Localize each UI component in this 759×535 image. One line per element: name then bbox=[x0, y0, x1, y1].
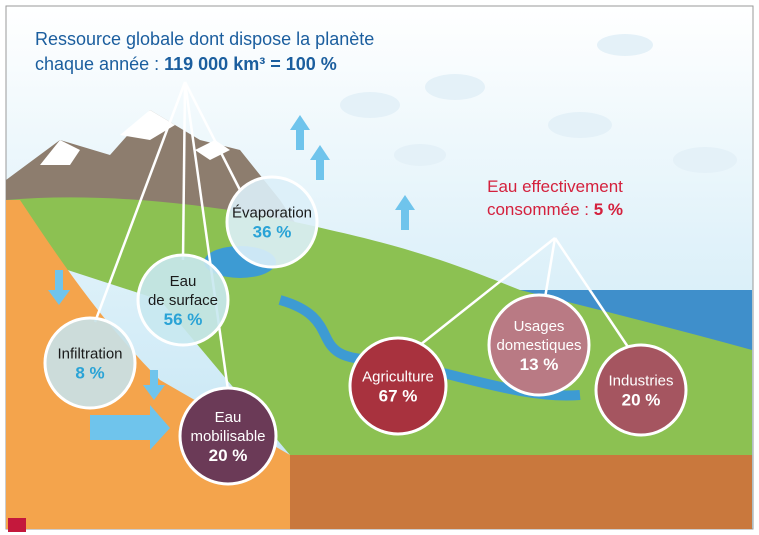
consumption-prefix: consommée : bbox=[487, 200, 594, 219]
node-value: 13 % bbox=[520, 355, 559, 374]
ground bbox=[290, 455, 752, 529]
header-value: 119 000 km³ = 100 % bbox=[164, 54, 337, 74]
cloud bbox=[673, 147, 737, 173]
cloud bbox=[597, 34, 653, 56]
header-line1: Ressource globale dont dispose la planèt… bbox=[35, 29, 374, 49]
marker bbox=[8, 518, 26, 532]
header-line2: chaque année : 119 000 km³ = 100 % bbox=[35, 54, 337, 74]
consumption-value: 5 % bbox=[594, 200, 623, 219]
node-value: 36 % bbox=[253, 223, 292, 242]
cloud bbox=[425, 74, 485, 100]
node-value: 20 % bbox=[209, 446, 248, 465]
node-label: mobilisable bbox=[190, 428, 265, 445]
node-label: domestiques bbox=[496, 337, 581, 354]
node-label: Évaporation bbox=[232, 205, 312, 222]
node-label: Industries bbox=[608, 373, 673, 390]
cloud bbox=[548, 112, 612, 138]
node-label: Agriculture bbox=[362, 369, 434, 386]
node-label: Eau bbox=[170, 273, 197, 290]
page: Ressource globale dont dispose la planèt… bbox=[0, 0, 759, 535]
node-label: Eau bbox=[215, 409, 242, 426]
consumption-line2: consommée : 5 % bbox=[487, 200, 623, 219]
node-label: Usages bbox=[514, 318, 565, 335]
cloud bbox=[394, 144, 446, 166]
node-label: Infiltration bbox=[57, 346, 122, 363]
node-value: 67 % bbox=[379, 387, 418, 406]
header-prefix: chaque année : bbox=[35, 54, 164, 74]
node-label: de surface bbox=[148, 292, 218, 309]
cloud bbox=[340, 92, 400, 118]
node-value: 56 % bbox=[164, 310, 203, 329]
infographic: Ressource globale dont dispose la planèt… bbox=[0, 0, 759, 535]
node-value: 20 % bbox=[622, 391, 661, 410]
consumption-line1: Eau effectivement bbox=[487, 177, 623, 196]
node-value: 8 % bbox=[75, 364, 104, 383]
